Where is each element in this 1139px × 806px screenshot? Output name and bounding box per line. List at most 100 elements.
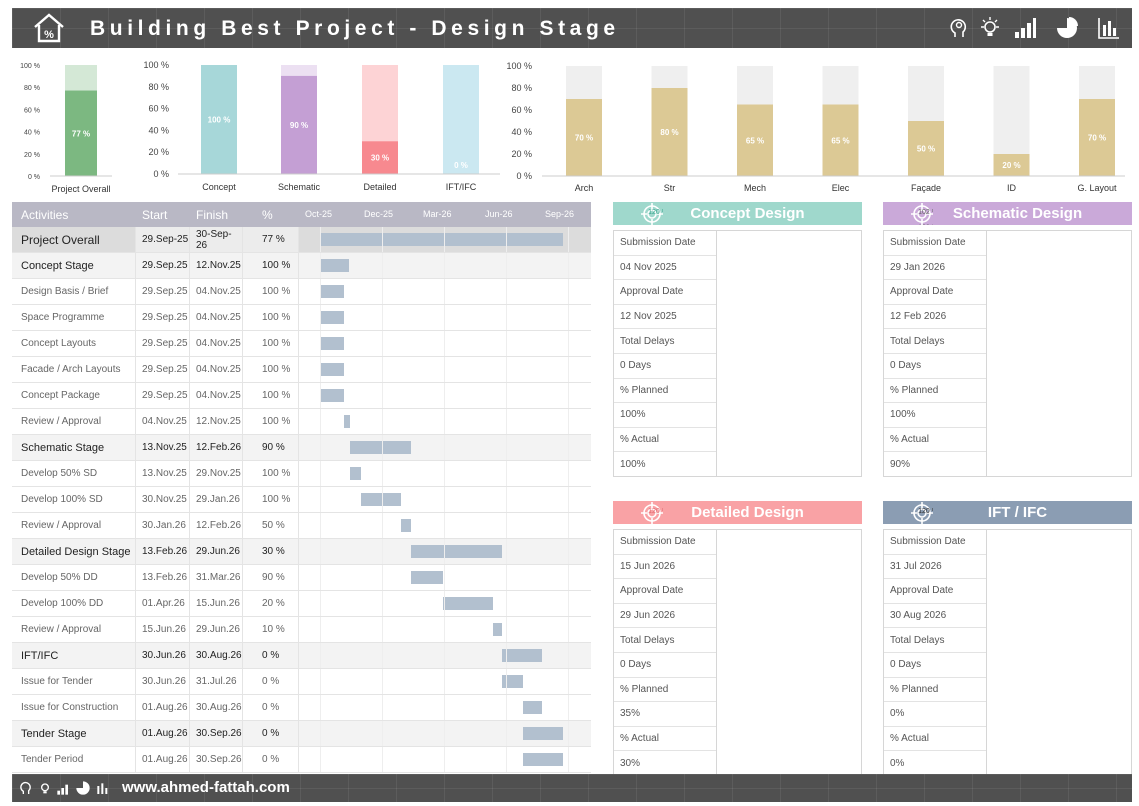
- table-row[interactable]: Schematic Stage 13.Nov.25 12.Feb.26 90 %: [12, 435, 591, 461]
- table-row[interactable]: Develop 50% DD 13.Feb.26 31.Mar.26 90 %: [12, 565, 591, 591]
- info-value: 15 Jun 2026: [614, 555, 716, 580]
- gantt-bar: [320, 389, 345, 402]
- category-label: Mech: [744, 183, 766, 193]
- info-label: Submission Date: [614, 231, 716, 256]
- month-label: Sep-26: [545, 209, 575, 219]
- grid-line: [568, 513, 569, 538]
- grid-line: [382, 357, 383, 382]
- activity-name: Develop 50% SD: [12, 461, 136, 486]
- axis-tick-label: 60 %: [24, 107, 40, 114]
- panel-body: Submission Date 15 Jun 2026 Approval Date 2…: [613, 529, 862, 776]
- lightbulb-icon: [981, 17, 999, 36]
- pie-chart-icon: [76, 781, 90, 795]
- finish-date: 30.Sep.26: [190, 747, 243, 772]
- grid-line: [568, 539, 569, 564]
- grid-line: [320, 617, 321, 642]
- percent-complete: 90 %: [243, 565, 299, 590]
- grid-line: [506, 539, 507, 564]
- axis-tick-label: 80 %: [511, 83, 532, 93]
- info-value: 12 Feb 2026: [884, 305, 986, 330]
- percent-complete: 0 %: [243, 747, 299, 772]
- axis-tick-label: 60 %: [148, 104, 169, 114]
- panel-title-bar: 120 %100 %80 %60 %40 %20 %0 %35 %% Plann…: [613, 501, 862, 524]
- gantt-bar: [522, 701, 543, 714]
- info-label: Submission Date: [614, 530, 716, 555]
- activity-name: IFT/IFC: [12, 643, 136, 668]
- table-row[interactable]: Develop 100% DD 01.Apr.26 15.Jun.26 20 %: [12, 591, 591, 617]
- info-value: 29 Jan 2026: [884, 256, 986, 281]
- bar-signal-icon: [57, 784, 68, 795]
- table-row[interactable]: Project Overall 29.Sep-25 30-Sep-26 77 %: [12, 227, 591, 253]
- footer-url[interactable]: www.ahmed-fattah.com: [122, 779, 290, 796]
- bar-discipline: [908, 121, 944, 176]
- gantt-cell: [299, 513, 591, 538]
- activity-name: Review / Approval: [12, 617, 136, 642]
- activity-name: Detailed Design Stage: [12, 539, 136, 564]
- project-overall-chart: 100 % 80 % 60 % 40 % 20 % 0 % 77 % Project Over…: [20, 63, 112, 194]
- start-date: 30.Jan.26: [136, 513, 190, 538]
- info-value: 0%: [890, 758, 905, 770]
- table-row[interactable]: Issue for Tender 30.Jun.26 31.Jul.26 0 %: [12, 669, 591, 695]
- table-row[interactable]: Space Programme 29.Sep.25 04.Nov.25 100 …: [12, 305, 591, 331]
- activity-name: Develop 50% DD: [12, 565, 136, 590]
- activity-table: Activities Start Finish % Oct-25 Dec-25 Ma…: [12, 202, 591, 773]
- panel-title-bar: 120 %100 %80 %60 %40 %20 %0 %0 %% Planne…: [883, 501, 1132, 524]
- grid-line: [506, 279, 507, 304]
- table-row[interactable]: Review / Approval 15.Jun.26 29.Jun.26 10…: [12, 617, 591, 643]
- table-row[interactable]: IFT/IFC 30.Jun.26 30.Aug.26 0 %: [12, 643, 591, 669]
- table-row[interactable]: Develop 50% SD 13.Nov.25 29.Nov.25 100 %: [12, 461, 591, 487]
- table-row[interactable]: Review / Approval 04.Nov.25 12.Nov.25 10…: [12, 409, 591, 435]
- table-row[interactable]: Tender Stage 01.Aug.26 30.Sep.26 0 %: [12, 721, 591, 747]
- gantt-cell: [299, 383, 591, 408]
- month-label: Oct-25: [305, 209, 333, 219]
- info-label: Total Delays: [884, 628, 986, 653]
- grid-line: [320, 721, 321, 746]
- table-row[interactable]: Review / Approval 30.Jan.26 12.Feb.26 50…: [12, 513, 591, 539]
- gantt-cell: [299, 357, 591, 382]
- table-row[interactable]: Concept Layouts 29.Sep.25 04.Nov.25 100 …: [12, 331, 591, 357]
- table-row[interactable]: Develop 100% SD 30.Nov.25 29.Jan.26 100 …: [12, 487, 591, 513]
- table-row[interactable]: Design Basis / Brief 29.Sep.25 04.Nov.25…: [12, 279, 591, 305]
- grid-line: [568, 279, 569, 304]
- info-value: 0 Days: [614, 354, 716, 379]
- grid-line: [382, 721, 383, 746]
- gantt-cell: [299, 695, 591, 720]
- table-row[interactable]: Detailed Design Stage 13.Feb.26 29.Jun.2…: [12, 539, 591, 565]
- finish-date: 04.Nov.25: [190, 279, 243, 304]
- panel-info-list: Submission Date 15 Jun 2026 Approval Date 2…: [614, 530, 717, 775]
- table-header: Activities Start Finish % Oct-25 Dec-25 Ma…: [12, 202, 591, 227]
- table-row[interactable]: Issue for Construction 01.Aug.26 30.Aug.…: [12, 695, 591, 721]
- info-label: Submission Date: [884, 231, 986, 256]
- grid-line: [320, 565, 321, 590]
- info-label: Approval Date: [614, 579, 716, 604]
- finish-date: 30.Aug.26: [190, 643, 243, 668]
- grid-line: [320, 227, 321, 252]
- table-row[interactable]: Concept Package 29.Sep.25 04.Nov.25 100 …: [12, 383, 591, 409]
- finish-date: 31.Mar.26: [190, 565, 243, 590]
- category-label: Arch: [575, 183, 594, 193]
- percent-complete: 50 %: [243, 513, 299, 538]
- bar-discipline: [566, 99, 602, 176]
- activity-name: Space Programme: [12, 305, 136, 330]
- grid-line: [382, 565, 383, 590]
- info-label: % Planned: [614, 379, 716, 404]
- svg-text:%: %: [44, 29, 54, 41]
- table-row[interactable]: Facade / Arch Layouts 29.Sep.25 04.Nov.2…: [12, 357, 591, 383]
- panel-title: Schematic Design: [952, 205, 1083, 222]
- grid-line: [320, 461, 321, 486]
- disciplines-chart: 100 % 80 % 60 % 40 % 20 % 0 % 70 % Arch 80 % Str 6…: [506, 61, 1125, 193]
- activity-name: Tender Stage: [12, 721, 136, 746]
- table-row[interactable]: Concept Stage 29.Sep.25 12.Nov.25 100 %: [12, 253, 591, 279]
- bar-detailed: [362, 141, 398, 174]
- month-label: Dec-25: [364, 209, 394, 219]
- grid-line: [320, 643, 321, 668]
- gantt-bar: [411, 571, 443, 584]
- activity-name: Tender Period: [12, 747, 136, 772]
- grid-line: [506, 591, 507, 616]
- percent-complete: 0 %: [243, 643, 299, 668]
- grid-line: [506, 487, 507, 512]
- info-value: 0 Days: [614, 653, 716, 678]
- table-row[interactable]: Tender Period 01.Aug.26 30.Sep.26 0 %: [12, 747, 591, 773]
- grid-line: [506, 721, 507, 746]
- panel-title-bar: 120 %100 %80 %60 %40 %20 %0 %100%% Plann…: [613, 202, 862, 225]
